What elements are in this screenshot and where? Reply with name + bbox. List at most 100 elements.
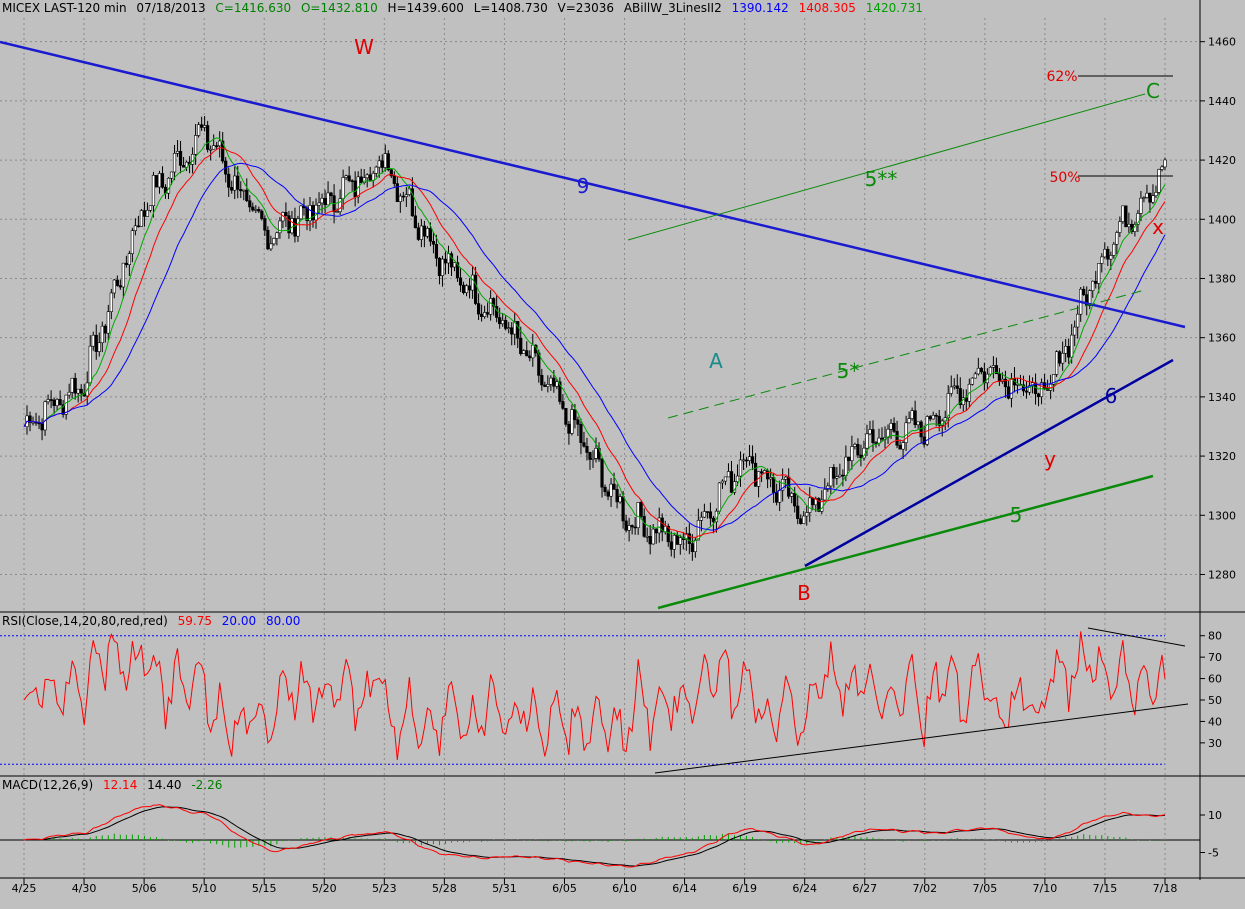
- candle-body: [759, 471, 764, 474]
- candle-body: [299, 205, 303, 220]
- blue-ma-line: [23, 162, 1166, 531]
- candle-body: [263, 218, 267, 231]
- candle-body: [1009, 378, 1014, 399]
- trendline-5: [657, 474, 1154, 610]
- candle-body: [172, 153, 177, 173]
- candle-body: [350, 180, 354, 182]
- candle-body: [729, 471, 734, 493]
- candle-body: [425, 228, 430, 237]
- candle-body: [344, 175, 348, 178]
- candle-body: [290, 218, 294, 234]
- candle-body: [847, 456, 851, 461]
- candle-body: [452, 262, 457, 268]
- candle-body: [654, 528, 658, 534]
- candle-body: [169, 171, 174, 179]
- channel-label-5-double-star: 5**: [865, 167, 898, 191]
- candle-body: [976, 367, 980, 375]
- macd-panel: [23, 804, 1166, 868]
- candle-body: [221, 140, 225, 162]
- candle-body: [1160, 166, 1164, 170]
- candle-body: [374, 166, 378, 174]
- candle-body: [606, 491, 610, 497]
- macd-header: MACD(12,26,9) 12.14 14.40 -2.26: [2, 778, 228, 792]
- candle-body: [1100, 256, 1104, 264]
- macd-signal: 14.40: [147, 778, 182, 792]
- candle-body: [200, 124, 204, 128]
- candle-body: [1145, 192, 1149, 198]
- candle-body: [618, 496, 622, 503]
- candle-body: [1052, 374, 1056, 385]
- macd-signal-line: [23, 806, 1166, 867]
- candle-body: [603, 486, 607, 493]
- candle-body: [278, 220, 282, 234]
- candle-body: [627, 525, 631, 531]
- candle-body: [573, 409, 577, 421]
- candle-body: [675, 534, 679, 545]
- candle-body: [895, 431, 899, 446]
- candle-body: [835, 476, 839, 479]
- candle-body: [904, 422, 908, 443]
- candle-body: [738, 459, 743, 477]
- candle-body: [178, 151, 183, 166]
- date-label: 07/18/2013: [136, 1, 206, 15]
- candle-body: [489, 298, 493, 315]
- candle-body: [1094, 280, 1098, 284]
- rsi-tick-label: 30: [1208, 737, 1222, 750]
- candle-body: [1115, 232, 1119, 245]
- candle-body: [323, 197, 327, 206]
- candle-body: [476, 303, 481, 315]
- candle-body: [1070, 334, 1074, 358]
- candle-body: [133, 225, 137, 231]
- candle-body: [371, 173, 375, 181]
- candle-body: [648, 535, 652, 545]
- candle-body: [907, 418, 911, 424]
- y-tick-label: 1380: [1208, 272, 1236, 285]
- candle-body: [272, 238, 276, 245]
- candle-body: [1036, 393, 1041, 398]
- candle-body: [73, 377, 77, 394]
- candle-body: [838, 474, 842, 477]
- macd-hist: -2.26: [191, 778, 223, 792]
- candle-body: [802, 515, 806, 524]
- candle-body: [212, 145, 216, 150]
- indicator-name: ABillW_3LinesII2: [623, 1, 722, 15]
- candle-body: [952, 385, 956, 388]
- candle-body: [549, 377, 553, 385]
- candle-body: [973, 373, 977, 379]
- candle-body: [799, 518, 803, 524]
- candle-body: [58, 399, 62, 406]
- x-tick-label: 7/10: [1033, 882, 1058, 895]
- candle-body: [841, 474, 845, 477]
- candle-body: [753, 462, 758, 487]
- candle-body: [413, 215, 417, 229]
- candle-body: [690, 543, 694, 552]
- candle-body: [275, 232, 279, 239]
- rsi-trendline: [1087, 627, 1186, 647]
- candle-body: [750, 456, 755, 464]
- candle-body: [55, 399, 59, 406]
- candle-body: [853, 444, 857, 447]
- candle-body: [600, 458, 604, 488]
- candle-body: [49, 399, 53, 401]
- candle-body: [121, 262, 125, 288]
- candle-body: [46, 399, 50, 403]
- candle-body: [145, 209, 150, 217]
- candle-body: [705, 511, 709, 513]
- candle-body: [154, 175, 159, 188]
- candle-body: [660, 517, 664, 533]
- x-tick-label: 7/15: [1093, 882, 1118, 895]
- candle-body: [886, 428, 890, 438]
- candle-body: [118, 285, 122, 288]
- candle-body: [937, 415, 941, 426]
- candle-body: [254, 209, 258, 211]
- candle-body: [458, 277, 463, 286]
- candle-body: [386, 153, 390, 171]
- candle-body: [329, 192, 333, 197]
- candle-body: [561, 401, 565, 409]
- candle-body: [874, 442, 878, 444]
- candle-body: [94, 334, 98, 352]
- candle-body: [203, 125, 207, 128]
- rsi-tick-label: 50: [1208, 694, 1222, 707]
- wave-label-y: y: [1044, 447, 1056, 471]
- candle-body: [528, 355, 532, 359]
